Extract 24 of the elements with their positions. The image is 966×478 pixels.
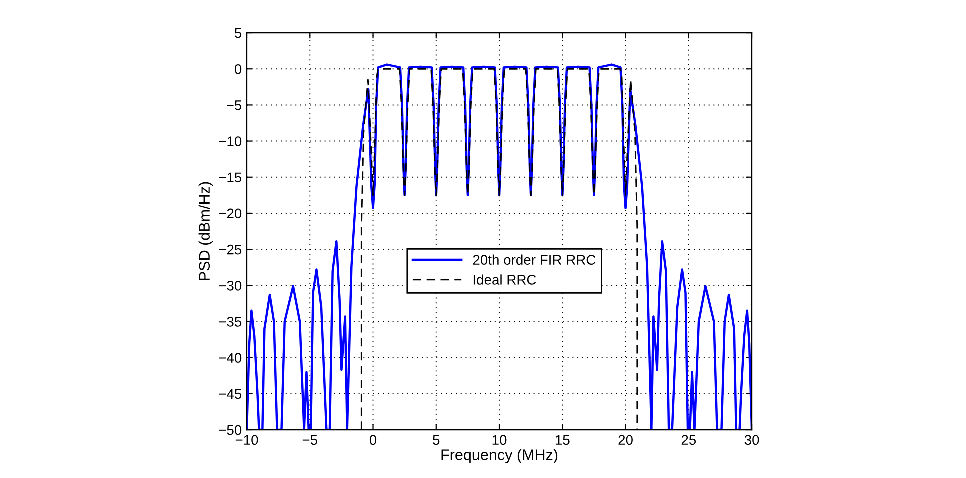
x-tick-label: 15 xyxy=(556,435,570,446)
x-tick-label: 20 xyxy=(618,435,633,446)
y-tick-label: −10 xyxy=(219,136,242,146)
x-tick-label: 25 xyxy=(682,435,696,446)
y-tick-label: −30 xyxy=(219,280,242,291)
y-tick-label: −40 xyxy=(219,353,242,363)
y-tick-label: −20 xyxy=(219,208,242,219)
legend-label: 20th order FIR RRC xyxy=(473,254,596,265)
y-tick-label: 5 xyxy=(234,28,242,38)
y-tick-label: −35 xyxy=(219,317,242,327)
y-tick-label: −5 xyxy=(226,100,242,110)
legend-label: Ideal RRC xyxy=(474,274,536,285)
y-tick-label: −25 xyxy=(219,244,242,255)
y-axis-title: PSD (dBm/Hz) xyxy=(198,182,214,280)
x-tick-label: 30 xyxy=(744,435,760,446)
x-tick-label: 5 xyxy=(433,435,440,446)
x-tick-label: 0 xyxy=(370,435,377,446)
x-tick-label: −5 xyxy=(302,435,318,446)
x-tick-label: 10 xyxy=(492,435,507,446)
y-tick-label: −15 xyxy=(219,172,242,183)
y-tick-label: 0 xyxy=(234,64,242,74)
x-axis-title: Frequency (MHz) xyxy=(442,449,558,464)
y-tick-label: −45 xyxy=(219,389,242,400)
y-tick-label: −50 xyxy=(219,425,242,436)
